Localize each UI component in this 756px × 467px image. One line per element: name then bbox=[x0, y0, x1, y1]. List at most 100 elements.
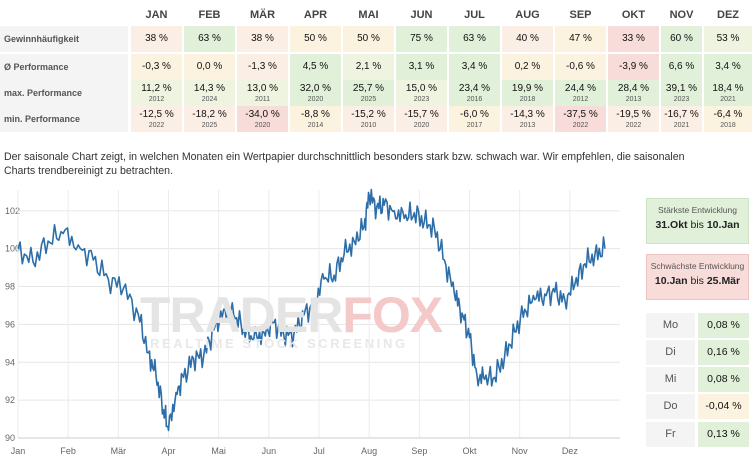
table-cell: -37,5 % 2022 bbox=[555, 106, 606, 132]
weekday-row: Do -0,04 % bbox=[646, 394, 749, 419]
table-cell: 13,0 % 2011 bbox=[237, 80, 288, 106]
table-cell: -19,5 % 2022 bbox=[608, 106, 659, 132]
x-tick-label: Jun bbox=[262, 446, 277, 456]
weekday-value: 0,16 % bbox=[698, 340, 749, 365]
x-tick-label: Okt bbox=[462, 446, 477, 456]
table-cell: 32,0 % 2020 bbox=[290, 80, 341, 106]
table-cell: 18,4 % 2021 bbox=[704, 80, 752, 106]
x-tick-label: Jul bbox=[313, 446, 325, 456]
table-cell: 3,1 % bbox=[396, 54, 447, 80]
table-cell: 40 % bbox=[502, 26, 553, 52]
table-cell: -34,0 % 2020 bbox=[237, 106, 288, 132]
table-row: Ø Performance -0,3 % 0,0 % -1,3 % 4,5 % 2,1 %… bbox=[0, 54, 756, 80]
month-header: JUL bbox=[464, 9, 485, 21]
y-tick-label: 94 bbox=[5, 357, 15, 367]
month-header: JAN bbox=[145, 9, 168, 21]
table-cell: -0,3 % bbox=[131, 54, 182, 80]
weekday-value: 0,13 % bbox=[698, 422, 749, 447]
table-cell: 0,2 % bbox=[502, 54, 553, 80]
x-tick-label: Jan bbox=[11, 446, 26, 456]
table-cell: 25,7 % 2025 bbox=[343, 80, 394, 106]
strongest-range: 31.Okt bis 10.Jan bbox=[655, 219, 740, 231]
table-cell: 33 % bbox=[608, 26, 659, 52]
series-line bbox=[17, 188, 606, 432]
table-cell: 3,4 % bbox=[704, 54, 752, 80]
month-header: MÄR bbox=[249, 9, 276, 21]
table-cell: -0,6 % bbox=[555, 54, 606, 80]
y-tick-label: 102 bbox=[5, 206, 20, 216]
weakest-title: Schwächste Entwicklung bbox=[650, 261, 745, 271]
weekday-label: Di bbox=[646, 340, 695, 365]
table-cell: 23,4 % 2016 bbox=[449, 80, 500, 106]
x-tick-label: Mär bbox=[111, 446, 127, 456]
y-tick-label: 100 bbox=[5, 244, 20, 254]
table-cell: -3,9 % bbox=[608, 54, 659, 80]
weekday-row: Mo 0,08 % bbox=[646, 313, 749, 338]
table-cell: 28,4 % 2013 bbox=[608, 80, 659, 106]
table-cell: 6,6 % bbox=[661, 54, 702, 80]
table-cell: -6,4 % 2018 bbox=[704, 106, 752, 132]
month-header: NOV bbox=[669, 9, 694, 21]
month-header: AUG bbox=[515, 9, 540, 21]
y-tick-label: 98 bbox=[5, 282, 15, 292]
month-header: MAI bbox=[358, 9, 379, 21]
table-cell: 63 % bbox=[184, 26, 235, 52]
seasonal-line-chart: 90 92 94 96 98 100 102 Jan Feb Mär Apr Mai Jun Jul Aug… bbox=[5, 188, 620, 456]
table-cell: 38 % bbox=[131, 26, 182, 52]
weekday-label: Do bbox=[646, 394, 695, 419]
table-cell: 15,0 % 2023 bbox=[396, 80, 447, 106]
table-cell: 47 % bbox=[555, 26, 606, 52]
intro-text: Der saisonale Chart zeigt, in welchen Mo… bbox=[4, 151, 685, 177]
table-cell: 50 % bbox=[343, 26, 394, 52]
table-cell: 14,3 % 2024 bbox=[184, 80, 235, 106]
x-tick-label: Dez bbox=[562, 446, 579, 456]
table-cell: 50 % bbox=[290, 26, 341, 52]
row-label: Gewinnhäufigkeit bbox=[0, 26, 128, 52]
table-cell: 11,2 % 2012 bbox=[131, 80, 182, 106]
table-cell: 24,4 % 2012 bbox=[555, 80, 606, 106]
strongest-title: Stärkste Entwicklung bbox=[658, 205, 737, 215]
table-cell: 38 % bbox=[237, 26, 288, 52]
row-label: Ø Performance bbox=[0, 54, 128, 80]
x-tick-label: Sep bbox=[411, 446, 427, 456]
weekday-label: Mo bbox=[646, 313, 695, 338]
table-cell: 3,4 % bbox=[449, 54, 500, 80]
table-cell: -15,7 % 2020 bbox=[396, 106, 447, 132]
month-header: OKT bbox=[621, 9, 646, 21]
weekday-label: Mi bbox=[646, 367, 695, 392]
month-header: SEP bbox=[569, 9, 592, 21]
table-cell: -14,3 % 2013 bbox=[502, 106, 553, 132]
x-tick-label: Apr bbox=[161, 446, 175, 456]
row-label: max. Performance bbox=[0, 80, 128, 106]
weakest-range: 10.Jan bis 25.Mär bbox=[654, 275, 741, 287]
table-cell: -16,7 % 2021 bbox=[661, 106, 702, 132]
x-tick-label: Feb bbox=[60, 446, 76, 456]
table-row: max. Performance 11,2 % 2012 14,3 % 2024 13,0… bbox=[0, 80, 756, 106]
table-cell: 0,0 % bbox=[184, 54, 235, 80]
table-cell: -12,5 % 2022 bbox=[131, 106, 182, 132]
weekday-label: Fr bbox=[646, 422, 695, 447]
table-cell: -18,2 % 2025 bbox=[184, 106, 235, 132]
weekday-row: Di 0,16 % bbox=[646, 340, 749, 365]
strongest-period-panel: Stärkste Entwicklung 31.Okt bis 10.Jan bbox=[646, 198, 749, 244]
table-cell: -1,3 % bbox=[237, 54, 288, 80]
row-label: min. Performance bbox=[0, 106, 128, 132]
table-cell: 2,1 % bbox=[343, 54, 394, 80]
x-tick-label: Aug bbox=[361, 446, 377, 456]
month-header: APR bbox=[303, 9, 328, 21]
x-tick-label: Mai bbox=[211, 446, 226, 456]
table-cell: 4,5 % bbox=[290, 54, 341, 80]
month-header: FEB bbox=[198, 9, 221, 21]
table-cell: 75 % bbox=[396, 26, 447, 52]
weekday-row: Fr 0,13 % bbox=[646, 422, 749, 447]
table-cell: -15,2 % 2010 bbox=[343, 106, 394, 132]
table-cell: -6,0 % 2017 bbox=[449, 106, 500, 132]
month-header: DEZ bbox=[717, 9, 739, 21]
table-row: min. Performance -12,5 % 2022 -18,2 % 2025 -3… bbox=[0, 106, 756, 132]
table-cell: 39,1 % 2023 bbox=[661, 80, 702, 106]
table-cell: 63 % bbox=[449, 26, 500, 52]
weekday-row: Mi 0,08 % bbox=[646, 367, 749, 392]
table-cell: -8,8 % 2014 bbox=[290, 106, 341, 132]
table-header-row: JAN FEB MÄR APR MAI JUN JUL AUG SEP OKT … bbox=[0, 0, 756, 26]
table-row: Gewinnhäufigkeit 38 % 63 % 38 % 50 % 50 % 75 %… bbox=[0, 26, 756, 52]
